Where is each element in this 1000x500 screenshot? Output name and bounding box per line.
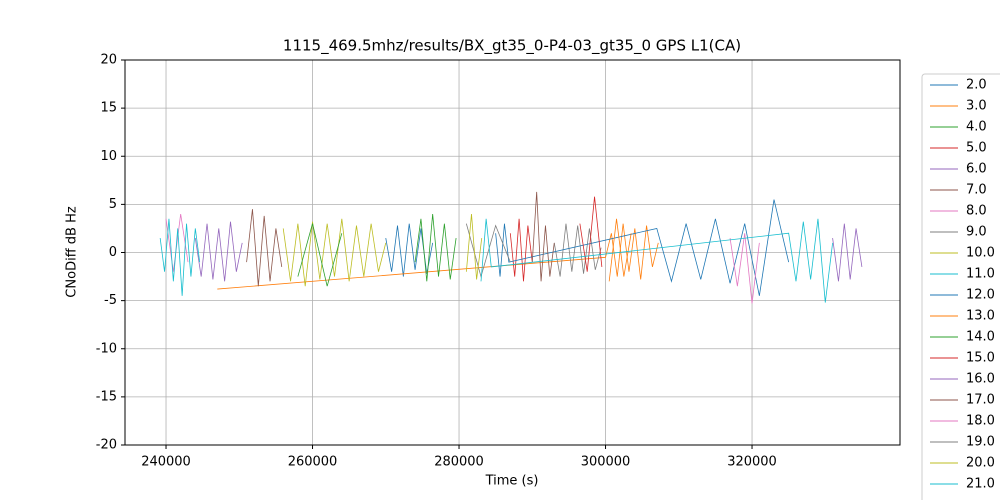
series-line — [608, 218, 632, 282]
series-line — [465, 213, 483, 280]
legend-label: 7.0 — [966, 183, 987, 198]
legend-label: 14.0 — [966, 330, 995, 345]
y-tick-label: -20 — [96, 438, 117, 453]
series-line — [414, 213, 457, 282]
legend-label: 18.0 — [966, 414, 995, 429]
legend-label: 2.0 — [966, 78, 987, 93]
x-tick-label: 300000 — [581, 455, 631, 470]
x-tick-label: 260000 — [288, 455, 338, 470]
x-axis-label: Time (s) — [485, 474, 539, 489]
x-tick-label: 280000 — [434, 455, 484, 470]
series-line — [531, 191, 555, 282]
legend-label: 15.0 — [966, 351, 995, 366]
y-tick-label: -10 — [96, 341, 117, 356]
legend-label: 20.0 — [966, 456, 995, 471]
legend-label: 3.0 — [966, 99, 987, 114]
series-line — [579, 196, 603, 272]
series-line — [282, 218, 387, 287]
legend-box — [921, 73, 1000, 500]
legend-label: 11.0 — [966, 267, 995, 282]
series-line — [465, 223, 511, 279]
series-line — [832, 223, 863, 282]
y-tick-label: -15 — [96, 389, 117, 404]
chart-title: 1115_469.5mhz/results/BX_gt35_0-P4-03_gt… — [283, 37, 741, 56]
y-tick-label: 10 — [100, 149, 117, 164]
legend-label: 10.0 — [966, 246, 995, 261]
series-line — [159, 218, 201, 296]
plot-area — [159, 191, 863, 304]
legend-label: 12.0 — [966, 288, 995, 303]
legend: 2.0 3.0 4.0 5.0 6.0 7.0 8.0 9.0 10.0 11.0 12.0 13.0… — [930, 78, 995, 492]
legend-label: 19.0 — [966, 435, 995, 450]
series-line — [495, 199, 790, 296]
y-tick-label: -5 — [104, 293, 117, 308]
y-tick-label: 15 — [100, 101, 117, 116]
x-tick-label: 240000 — [141, 455, 191, 470]
legend-label: 6.0 — [966, 162, 987, 177]
series-line — [729, 233, 760, 304]
series-line — [194, 221, 243, 282]
legend-label: 21.0 — [966, 477, 995, 492]
ticks: -20 -15 -10 -5 0 5 10 15 20 240000 260000 280000 300… — [96, 53, 777, 470]
y-tick-label: 5 — [109, 197, 117, 212]
x-tick-label: 320000 — [727, 455, 777, 470]
series-line — [297, 223, 343, 287]
y-tick-label: 0 — [109, 245, 117, 260]
series-line — [246, 209, 283, 287]
legend-label: 9.0 — [966, 225, 987, 240]
legend-label: 16.0 — [966, 372, 995, 387]
series-line — [165, 213, 189, 272]
y-tick-label: 20 — [100, 53, 117, 68]
legend-label: 4.0 — [966, 120, 987, 135]
legend-label: 17.0 — [966, 393, 995, 408]
y-axis-label: CNoDiff dB Hz — [65, 206, 80, 298]
legend-label: 13.0 — [966, 309, 995, 324]
series-line — [509, 218, 533, 282]
series-line — [217, 223, 659, 290]
legend-label: 8.0 — [966, 204, 987, 219]
legend-label: 5.0 — [966, 141, 987, 156]
series-line — [480, 218, 834, 303]
